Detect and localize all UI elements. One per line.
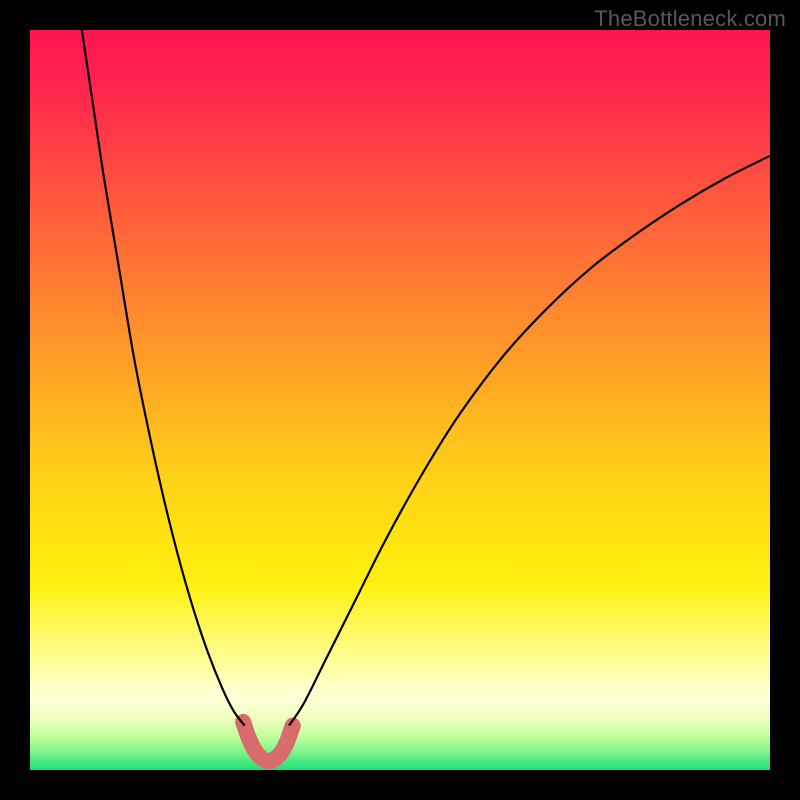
plot-area xyxy=(30,30,770,770)
plot-background xyxy=(30,30,770,770)
plot-svg xyxy=(30,30,770,770)
plot-frame xyxy=(30,30,770,770)
watermark-text: TheBottleneck.com xyxy=(594,6,786,32)
